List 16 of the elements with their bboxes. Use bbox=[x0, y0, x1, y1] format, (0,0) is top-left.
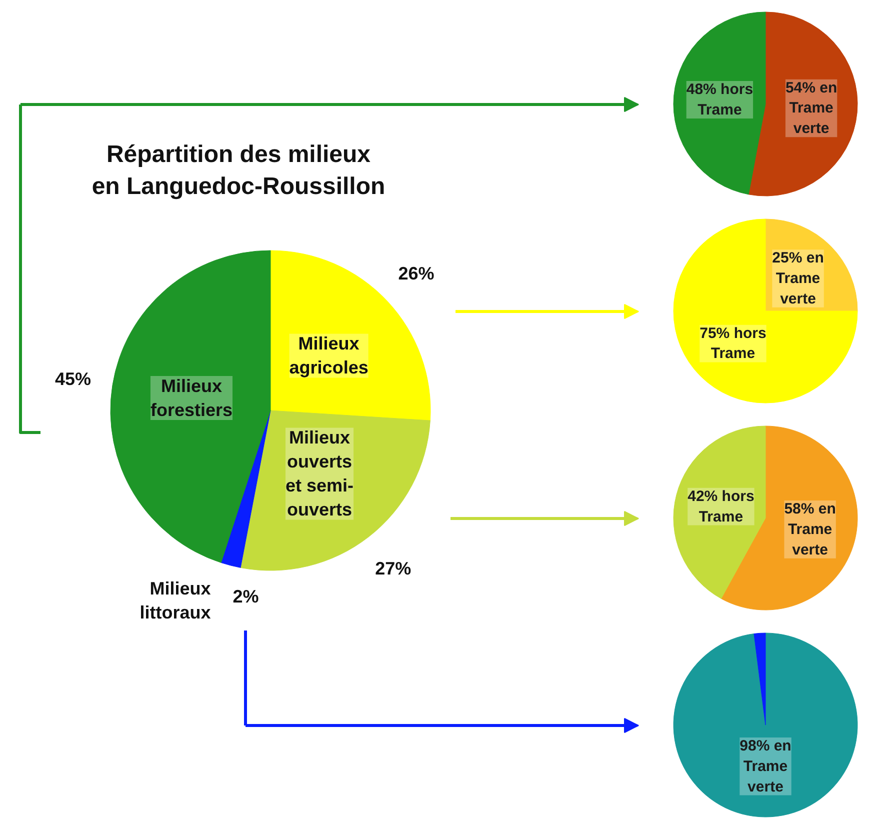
data-label: 48% hors Trame bbox=[686, 81, 754, 118]
data-label: 42% hors Trame bbox=[688, 488, 754, 526]
data-label: 54% en Trame verte bbox=[785, 79, 838, 138]
data-label: 75% hors Trame bbox=[700, 324, 766, 362]
data-label: 27% bbox=[375, 558, 412, 579]
data-label: 26% bbox=[398, 264, 434, 284]
data-label: 58% en Trame verte bbox=[784, 500, 836, 558]
slice-label: Milieux ouverts et semi-ouverts bbox=[286, 428, 354, 520]
slice-label: Milieux forestiers bbox=[150, 376, 233, 420]
chart-title: Répartition des milieux en Languedoc-Roussillon bbox=[92, 140, 386, 200]
slice-label: Milieux littoraux bbox=[140, 578, 211, 623]
slice-label: Milieux agricoles bbox=[289, 334, 368, 378]
data-label: 2% bbox=[232, 586, 259, 607]
data-label: 25% en Trame verte bbox=[772, 250, 824, 308]
data-label: 98% en Trame verte bbox=[740, 738, 792, 796]
data-label: 45% bbox=[54, 369, 91, 390]
